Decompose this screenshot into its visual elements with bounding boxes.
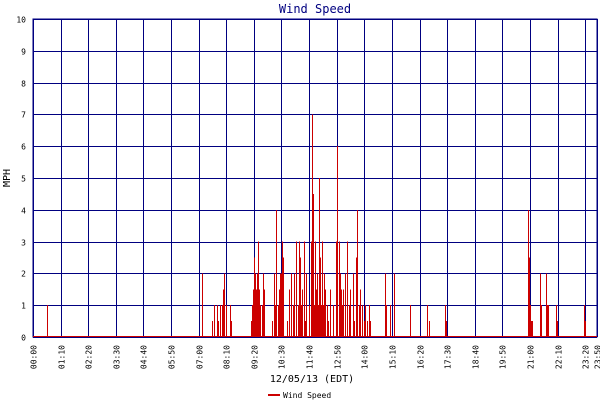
x-tick-label: 15:10 bbox=[389, 345, 398, 369]
x-tick-label: 03:30 bbox=[113, 345, 122, 369]
y-tick-label: 3 bbox=[21, 239, 26, 248]
grid-layer bbox=[32, 18, 598, 338]
bars-layer bbox=[33, 114, 597, 337]
y-tick-label: 1 bbox=[21, 302, 26, 311]
x-tick-label: 09:20 bbox=[251, 345, 260, 369]
x-tick-label: 17:30 bbox=[444, 345, 453, 369]
x-tick-label: 04:40 bbox=[140, 345, 149, 369]
y-tick-label: 10 bbox=[16, 16, 26, 25]
x-tick-label: 23:50 bbox=[594, 345, 600, 369]
x-tick-labels: 00:00 01:10 02:20 03:30 04:40 05:50 07:00 08:10… bbox=[30, 345, 600, 369]
x-axis-label: 12/05/13 (EDT) bbox=[270, 374, 354, 385]
y-tick-label: 4 bbox=[21, 207, 26, 216]
legend-label: Wind Speed bbox=[283, 391, 331, 400]
y-tick-labels: 0 1 2 3 4 5 6 7 8 9 10 bbox=[16, 16, 26, 343]
x-tick-label: 05:50 bbox=[168, 345, 177, 369]
x-tick-label: 19:50 bbox=[499, 345, 508, 369]
x-tick-label: 10:30 bbox=[278, 345, 287, 369]
y-tick-label: 6 bbox=[21, 143, 26, 152]
x-tick-label: 08:10 bbox=[223, 345, 232, 369]
x-tick-label: 01:10 bbox=[58, 345, 67, 369]
y-tick-label: 2 bbox=[21, 270, 26, 279]
y-tick-label: 8 bbox=[21, 80, 26, 89]
y-tick-label: 5 bbox=[21, 175, 26, 184]
y-tick-label: 9 bbox=[21, 48, 26, 57]
y-axis-label: MPH bbox=[2, 169, 13, 187]
y-tick-label: 7 bbox=[21, 111, 26, 120]
x-tick-label: 23:20 bbox=[582, 345, 591, 369]
legend: Wind Speed bbox=[268, 391, 331, 400]
x-tick-label: 12:50 bbox=[334, 345, 343, 369]
x-tick-label: 00:00 bbox=[30, 345, 39, 369]
y-tick-label: 0 bbox=[21, 334, 26, 343]
x-tick-label: 02:20 bbox=[85, 345, 94, 369]
x-tick-label: 11:40 bbox=[306, 345, 315, 369]
x-tick-label: 22:10 bbox=[555, 345, 564, 369]
x-tick-label: 18:40 bbox=[472, 345, 481, 369]
x-tick-label: 16:20 bbox=[417, 345, 426, 369]
x-tick-label: 07:00 bbox=[196, 345, 205, 369]
x-tick-label: 21:00 bbox=[527, 345, 536, 369]
chart-title: Wind Speed bbox=[279, 2, 351, 16]
x-tick-label: 14:00 bbox=[361, 345, 370, 369]
